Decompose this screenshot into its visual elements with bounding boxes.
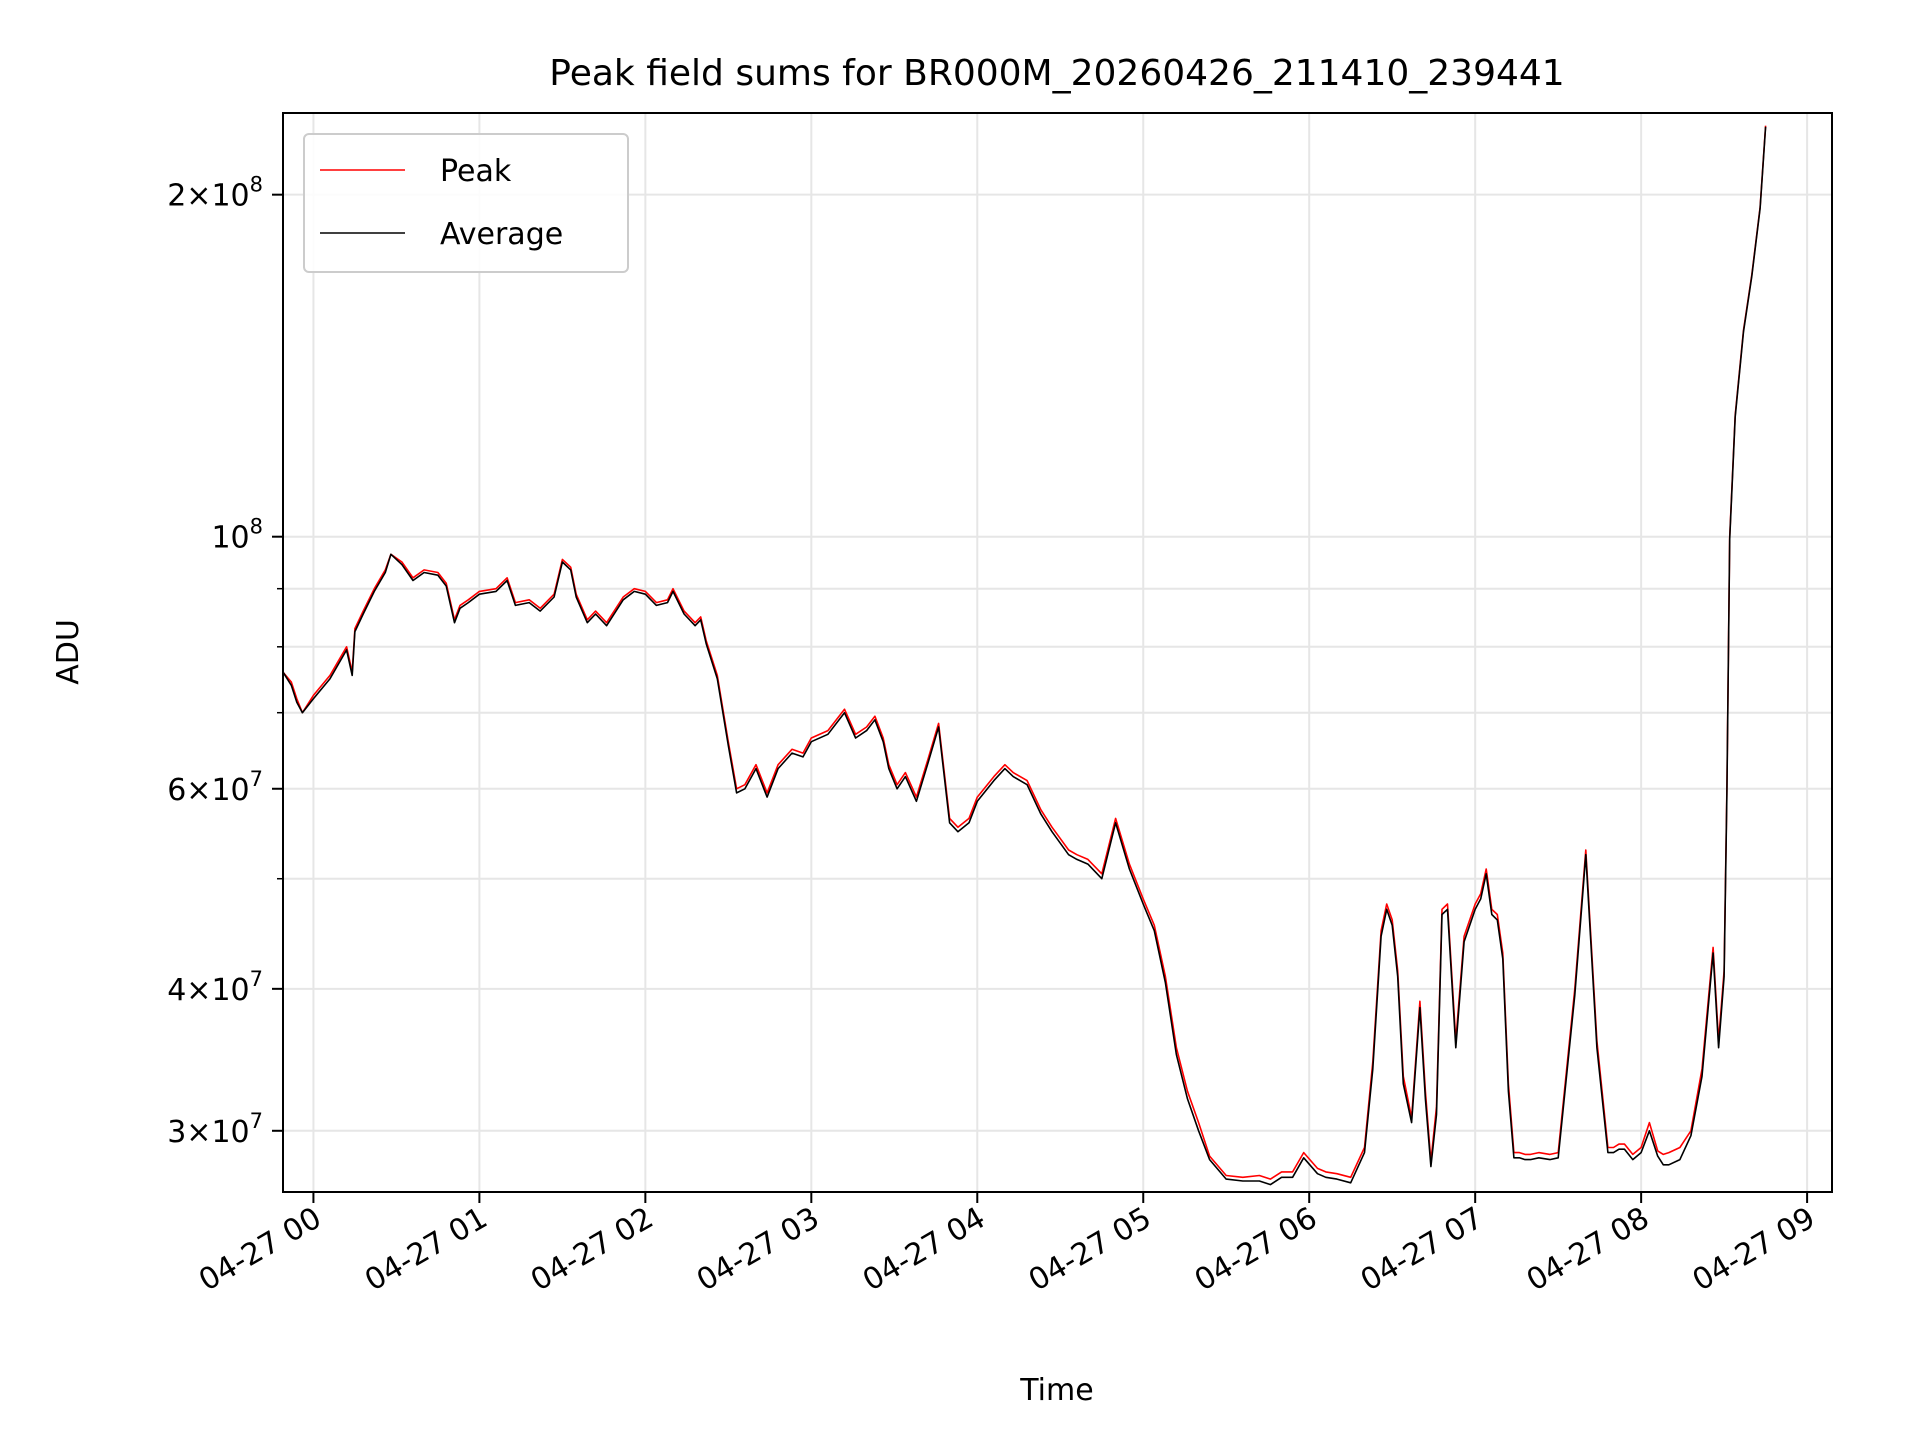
x-tick-label: 04-27 00: [193, 1201, 327, 1299]
series-layer: [283, 125, 1767, 1186]
x-tick-label: 04-27 03: [691, 1201, 825, 1299]
x-tick-label: 04-27 04: [857, 1201, 991, 1299]
x-tick-label: 04-27 09: [1687, 1201, 1821, 1299]
y-tick-label: 3×107: [167, 1109, 263, 1150]
x-tick-label: 04-27 05: [1023, 1201, 1157, 1299]
x-axis: 04-27 00 04-27 01 04-27 02 04-27 03 04-27 04…: [193, 1192, 1821, 1298]
y-tick-label: 108: [211, 515, 263, 556]
x-tick-label: 04-27 07: [1355, 1201, 1489, 1299]
legend-label-average: Average: [440, 217, 563, 252]
grid-lines: [283, 113, 1832, 1192]
y-tick-label: 6×107: [167, 767, 263, 808]
x-tick-label: 04-27 01: [359, 1201, 493, 1299]
legend-label-peak: Peak: [440, 154, 512, 189]
legend-box: [303, 133, 629, 273]
y-tick-label: 4×107: [167, 967, 263, 1008]
y-tick-label: 2×108: [167, 173, 263, 214]
plot-frame: [282, 112, 1833, 1193]
x-axis-label: Time: [1019, 1373, 1093, 1408]
y-axis: 3×107 4×107 6×107 108 2×108: [167, 173, 283, 1150]
series-line-peak: [283, 125, 1767, 1180]
x-tick-label: 04-27 06: [1189, 1201, 1323, 1299]
legend: Peak Average: [303, 133, 629, 273]
y-axis-label: ADU: [51, 619, 86, 685]
x-tick-label: 04-27 08: [1521, 1201, 1655, 1299]
x-tick-label: 04-27 02: [525, 1201, 659, 1299]
chart-title: Peak field sums for BR000M_20260426_2114…: [549, 53, 1564, 94]
series-line-average: [283, 126, 1767, 1186]
